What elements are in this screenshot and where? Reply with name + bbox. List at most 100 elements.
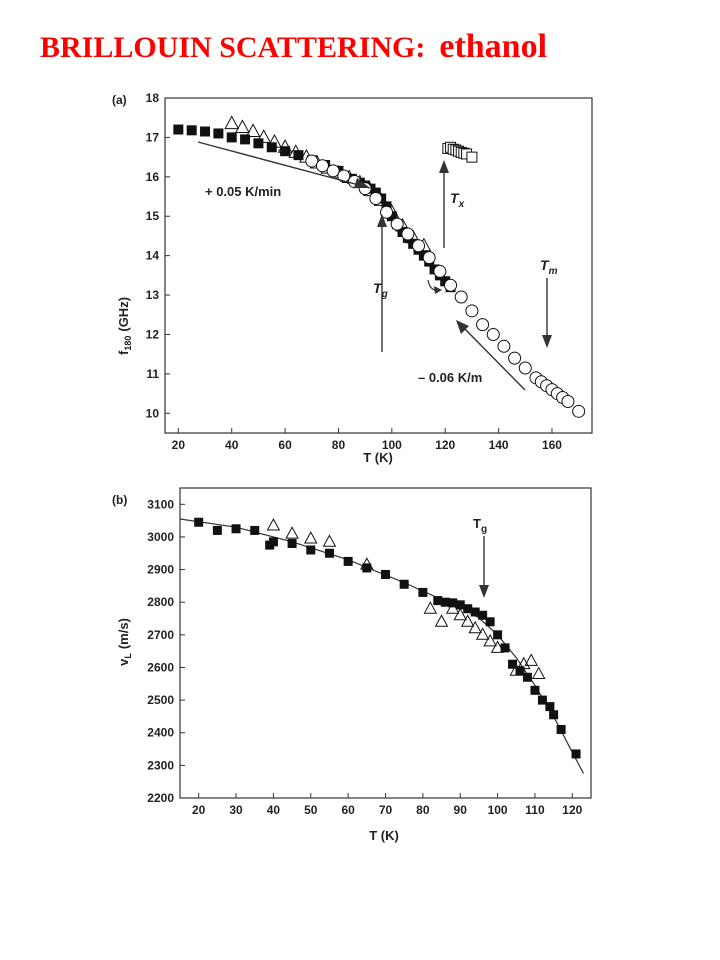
y-tick-label: 2600	[147, 660, 174, 674]
y-tick-label: 13	[146, 288, 160, 302]
y-tick-label: 2900	[147, 563, 174, 577]
tm-arrow-head	[542, 335, 552, 348]
chart-a: 20 40 60 80 100 120 140 160 10 11 12 13 14 15 16 17 18 +…	[112, 91, 593, 465]
data-point	[454, 290, 468, 304]
data-point	[253, 138, 264, 149]
data-point	[266, 518, 281, 531]
data-point	[212, 525, 222, 535]
x-axis-label-a: T (K)	[363, 450, 393, 465]
x-tick-label: 100	[488, 803, 508, 817]
data-point	[418, 587, 428, 597]
data-point	[412, 239, 426, 253]
data-point	[476, 318, 490, 332]
data-point	[561, 394, 575, 408]
data-point	[213, 128, 224, 139]
data-point	[531, 666, 546, 679]
data-point	[293, 150, 304, 161]
x-tick-label: 40	[225, 438, 239, 452]
data-point	[226, 132, 237, 143]
data-point	[463, 604, 473, 614]
data-point	[455, 600, 465, 610]
data-point	[508, 659, 518, 669]
y-tick-label: 18	[146, 91, 160, 105]
tg-label-b: Tg	[473, 516, 487, 535]
data-point	[572, 404, 586, 418]
data-point	[508, 351, 522, 365]
tg-arrow-head-b	[479, 585, 489, 598]
data-point	[445, 601, 460, 614]
x-tick-label: 120	[562, 803, 582, 817]
data-point	[423, 601, 438, 614]
data-point	[277, 139, 293, 153]
tx-label: Tx	[450, 190, 465, 210]
y-tick-label: 14	[146, 249, 160, 263]
heating-rate-label: + 0.05 K/min	[205, 184, 281, 199]
data-point	[537, 695, 547, 705]
x-tick-label: 90	[454, 803, 468, 817]
data-point	[250, 525, 260, 535]
data-point	[173, 124, 184, 135]
y-tick-label: 3100	[147, 497, 174, 511]
data-point	[186, 125, 197, 136]
data-point	[322, 534, 337, 547]
data-point	[466, 151, 478, 163]
data-point	[509, 663, 524, 676]
data-point	[549, 710, 559, 720]
data-point	[315, 159, 329, 173]
data-point	[440, 276, 451, 287]
y-tick-label: 2200	[147, 791, 174, 805]
y-tick-label: 17	[146, 130, 160, 144]
data-point	[324, 548, 334, 558]
data-point	[360, 557, 374, 570]
data-point	[493, 630, 503, 640]
data-point	[401, 227, 415, 241]
data-point	[256, 129, 272, 143]
plot-frame-b	[179, 487, 592, 799]
data-point	[444, 278, 458, 292]
cooling-arrow	[459, 323, 526, 391]
plot-frame-a	[164, 97, 593, 434]
data-point	[362, 563, 372, 573]
data-point	[380, 205, 394, 219]
cooling-rate-label: – 0.06 K/m	[418, 370, 482, 385]
y-tick-label: 11	[146, 367, 159, 381]
data-point	[303, 531, 318, 544]
slide-title-main: BRILLOUIN SCATTERING:	[40, 31, 426, 64]
y-tick-label: 15	[146, 209, 160, 223]
data-point	[390, 217, 404, 231]
data-point	[556, 724, 566, 734]
data-point	[524, 653, 539, 666]
y-axis-label-b: vL(m/s)	[116, 618, 133, 666]
x-tick-label: 120	[435, 438, 455, 452]
data-point	[268, 537, 278, 547]
y-tick-label: 16	[146, 170, 160, 184]
data-point	[245, 123, 261, 137]
data-point	[483, 633, 497, 647]
data-point	[433, 596, 443, 606]
data-point	[522, 672, 532, 682]
data-point	[234, 119, 250, 134]
x-tick-label: 30	[229, 803, 243, 817]
x-tick-label: 60	[278, 438, 292, 452]
panel-label-a: (a)	[112, 93, 127, 107]
x-tick-label: 20	[172, 438, 186, 452]
data-point	[497, 339, 511, 353]
data-point	[287, 538, 297, 548]
x-tick-label: 70	[379, 803, 393, 817]
slide-title: BRILLOUIN SCATTERING: ethanol	[40, 28, 720, 66]
data-point	[475, 627, 490, 640]
x-tick-label: 110	[525, 803, 545, 817]
data-point	[194, 517, 204, 527]
fit-line	[179, 518, 585, 774]
data-point	[399, 579, 409, 589]
y-tick-label: 2500	[147, 693, 174, 707]
tx-arrow-head	[439, 160, 449, 173]
x-tick-label: 80	[416, 803, 430, 817]
slide-title-sub: ethanol	[439, 28, 548, 65]
tg-arrow-head	[377, 214, 387, 227]
x-tick-label: 20	[192, 803, 206, 817]
data-point	[231, 524, 241, 534]
cooling-arrow-head	[456, 320, 469, 334]
data-point	[485, 617, 495, 627]
data-point	[422, 251, 436, 265]
